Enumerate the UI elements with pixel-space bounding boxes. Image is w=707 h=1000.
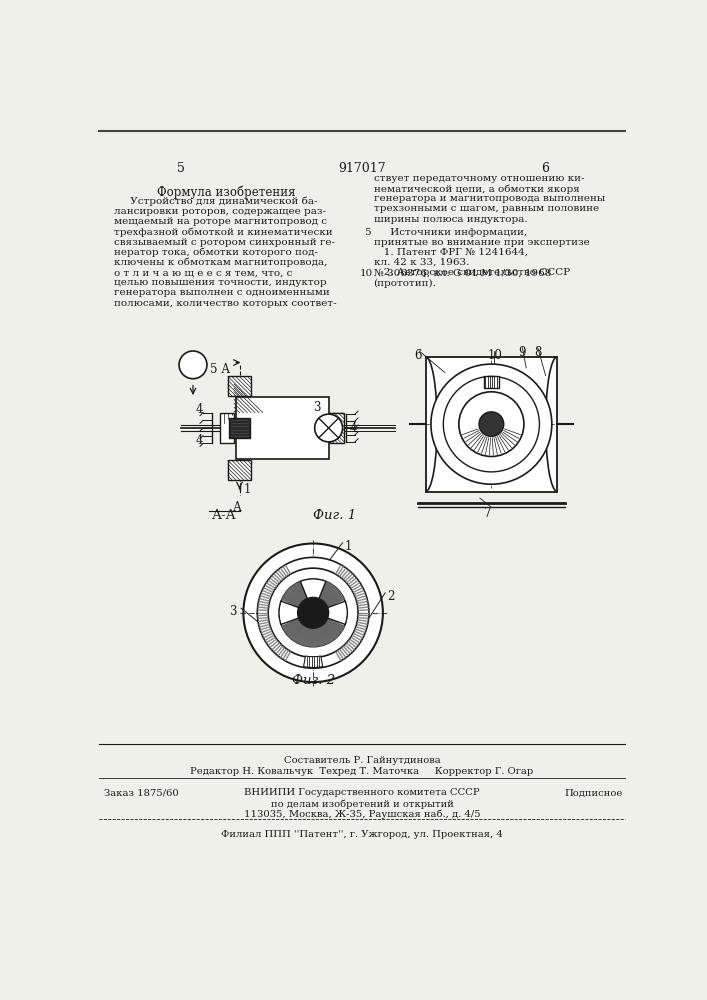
Circle shape bbox=[268, 568, 358, 657]
Bar bbox=[230, 418, 250, 438]
Circle shape bbox=[479, 412, 504, 436]
Circle shape bbox=[257, 557, 369, 668]
Text: 2. Авторское свидетельство СССР: 2. Авторское свидетельство СССР bbox=[373, 268, 570, 277]
Wedge shape bbox=[329, 601, 346, 624]
Text: 5: 5 bbox=[364, 228, 371, 237]
Circle shape bbox=[443, 376, 539, 472]
Text: 6: 6 bbox=[414, 349, 421, 362]
Text: 5: 5 bbox=[177, 162, 185, 175]
Text: 10: 10 bbox=[488, 349, 503, 362]
Text: лансировки роторов, содержащее раз-: лансировки роторов, содержащее раз- bbox=[114, 207, 326, 216]
Text: целью повышения точности, индуктор: целью повышения точности, индуктор bbox=[114, 278, 327, 287]
Text: по делам изобретений и открытий: по делам изобретений и открытий bbox=[271, 799, 453, 809]
Wedge shape bbox=[300, 580, 326, 598]
Text: ширины полюса индуктора.: ширины полюса индуктора. bbox=[373, 215, 527, 224]
Text: 917017: 917017 bbox=[338, 162, 386, 175]
Text: полюсами, количество которых соответ-: полюсами, количество которых соответ- bbox=[114, 299, 337, 308]
Bar bbox=[426, 357, 557, 492]
Wedge shape bbox=[280, 601, 298, 624]
Text: А-А: А-А bbox=[211, 509, 236, 522]
Bar bbox=[220, 413, 234, 443]
Text: А: А bbox=[233, 501, 243, 514]
Text: генератора выполнен с одноименными: генератора выполнен с одноименными bbox=[114, 288, 329, 297]
Circle shape bbox=[243, 544, 383, 682]
Text: Источники информации,: Источники информации, bbox=[373, 228, 527, 237]
Text: Составитель Р. Гайнутдинова: Составитель Р. Гайнутдинова bbox=[284, 756, 440, 765]
Text: Редактор Н. Ковальчук  Техред Т. Маточка     Корректор Г. Огар: Редактор Н. Ковальчук Техред Т. Маточка … bbox=[190, 767, 534, 776]
Text: Заказ 1875/60: Заказ 1875/60 bbox=[104, 788, 179, 797]
Wedge shape bbox=[303, 656, 322, 667]
Circle shape bbox=[298, 597, 329, 628]
Text: 10: 10 bbox=[360, 269, 373, 278]
Text: Филиал ППП ''Патент'', г. Ужгород, ул. Проектная, 4: Филиал ППП ''Патент'', г. Ужгород, ул. П… bbox=[221, 830, 503, 839]
Text: 1: 1 bbox=[344, 540, 351, 553]
Text: связываемый с ротором синхронный ге-: связываемый с ротором синхронный ге- bbox=[114, 238, 335, 247]
Bar bbox=[228, 376, 251, 396]
Circle shape bbox=[179, 351, 207, 379]
Text: нематической цепи, а обмотки якоря: нематической цепи, а обмотки якоря bbox=[373, 184, 579, 194]
Text: трехфазной обмоткой и кинематически: трехфазной обмоткой и кинематически bbox=[114, 227, 332, 237]
Text: трехзонными с шагом, равным половине: трехзонными с шагом, равным половине bbox=[373, 204, 599, 213]
Text: Фиг. 2: Фиг. 2 bbox=[291, 674, 334, 687]
Text: 9: 9 bbox=[518, 346, 526, 359]
Text: Формула изобретения: Формула изобретения bbox=[157, 185, 296, 199]
Text: 8: 8 bbox=[534, 346, 542, 359]
Text: 4: 4 bbox=[349, 422, 357, 435]
Text: 6: 6 bbox=[542, 162, 549, 175]
Text: Подписное: Подписное bbox=[565, 788, 623, 797]
Text: Устройство для динамической ба-: Устройство для динамической ба- bbox=[114, 197, 317, 207]
Circle shape bbox=[431, 364, 552, 484]
Text: принятые во внимание при экспертизе: принятые во внимание при экспертизе bbox=[373, 238, 590, 247]
Text: о т л и ч а ю щ е е с я тем, что, с: о т л и ч а ю щ е е с я тем, что, с bbox=[114, 268, 292, 277]
Text: ключены к обмоткам магнитопровода,: ключены к обмоткам магнитопровода, bbox=[114, 258, 327, 267]
Circle shape bbox=[279, 579, 347, 647]
Text: (прототип).: (прототип). bbox=[373, 279, 436, 288]
Bar bbox=[330, 413, 344, 443]
Bar bbox=[235, 397, 329, 459]
Text: 4: 4 bbox=[195, 434, 203, 447]
Text: 4: 4 bbox=[195, 403, 203, 416]
Text: 5 А: 5 А bbox=[210, 363, 230, 376]
Text: ствует передаточному отношению ки-: ствует передаточному отношению ки- bbox=[373, 174, 584, 183]
Text: № 306376, кл. G 01 M 1/30, 1968: № 306376, кл. G 01 M 1/30, 1968 bbox=[373, 269, 551, 278]
Text: 7: 7 bbox=[484, 507, 491, 520]
Text: 3: 3 bbox=[230, 605, 237, 618]
Text: ВНИИПИ Государственного комитета СССР: ВНИИПИ Государственного комитета СССР bbox=[244, 788, 480, 797]
Bar bbox=[228, 460, 251, 480]
Text: 1. Патент ФРГ № 1241644,: 1. Патент ФРГ № 1241644, bbox=[373, 248, 527, 257]
Text: нератор тока, обмотки которого под-: нератор тока, обмотки которого под- bbox=[114, 248, 318, 257]
Text: 3: 3 bbox=[313, 401, 321, 414]
Text: 1: 1 bbox=[243, 483, 251, 496]
Text: 2: 2 bbox=[387, 590, 394, 603]
Text: мещаемый на роторе магнитопровод с: мещаемый на роторе магнитопровод с bbox=[114, 217, 327, 226]
Circle shape bbox=[315, 414, 343, 442]
Text: 113035, Москва, Ж-35, Раушская наб., д. 4/5: 113035, Москва, Ж-35, Раушская наб., д. … bbox=[244, 810, 480, 819]
Text: Фиг. 1: Фиг. 1 bbox=[313, 509, 356, 522]
Text: генератора и магнитопровода выполнены: генератора и магнитопровода выполнены bbox=[373, 194, 604, 203]
Circle shape bbox=[459, 392, 524, 456]
Text: кл. 42 к 33, 1963.: кл. 42 к 33, 1963. bbox=[373, 258, 469, 267]
Bar bbox=[484, 376, 499, 388]
